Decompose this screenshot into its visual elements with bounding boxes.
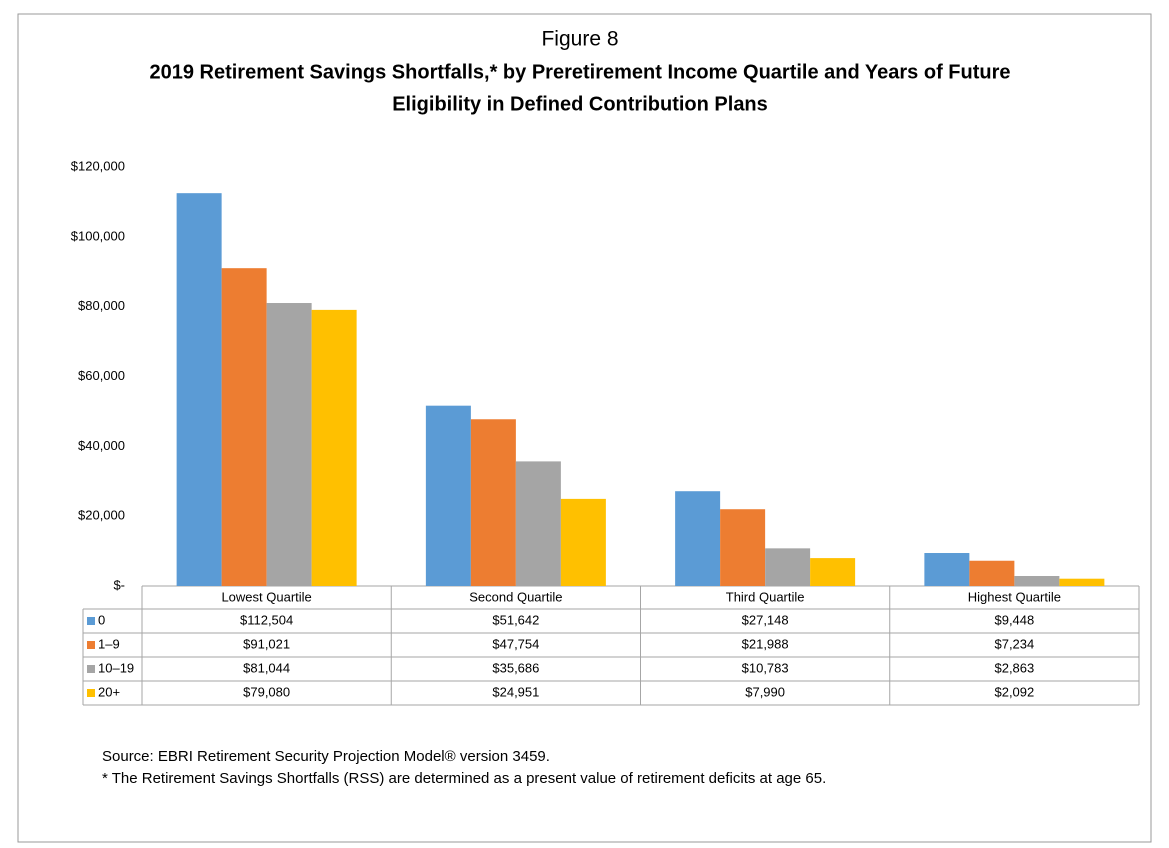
bar bbox=[560, 498, 606, 586]
figure-label: Figure 8 bbox=[541, 28, 618, 51]
legend-label: 10–19 bbox=[98, 660, 134, 675]
y-tick-label: $40,000 bbox=[78, 438, 125, 453]
bar bbox=[720, 509, 766, 586]
table-value: $112,504 bbox=[240, 612, 293, 627]
legend-label: 20+ bbox=[98, 684, 120, 699]
table-value: $24,951 bbox=[492, 684, 539, 699]
bar bbox=[515, 461, 561, 586]
bar bbox=[470, 419, 516, 586]
y-tick-label: $60,000 bbox=[78, 368, 125, 383]
chart-title: 2019 Retirement Savings Shortfalls,* by … bbox=[149, 61, 1010, 83]
x-tick-label: Lowest Quartile bbox=[221, 589, 311, 604]
bar bbox=[221, 268, 267, 586]
y-tick-label: $80,000 bbox=[78, 298, 125, 313]
bar bbox=[311, 309, 357, 586]
table-value: $91,021 bbox=[243, 636, 290, 651]
bar bbox=[924, 553, 970, 586]
table-value: $7,990 bbox=[745, 684, 785, 699]
chart-title: Eligibility in Defined Contribution Plan… bbox=[392, 93, 768, 115]
table-value: $81,044 bbox=[243, 660, 290, 675]
bar bbox=[425, 405, 471, 586]
frame bbox=[17, 13, 1152, 843]
bar bbox=[675, 491, 721, 586]
table-value: $2,863 bbox=[994, 660, 1034, 675]
table-value: $51,642 bbox=[492, 612, 539, 627]
x-tick-label: Highest Quartile bbox=[968, 589, 1061, 604]
x-tick-label: Third Quartile bbox=[726, 589, 805, 604]
table-value: $79,080 bbox=[243, 684, 290, 699]
footnote: * The Retirement Savings Shortfalls (RSS… bbox=[102, 770, 826, 787]
legend-label: 1–9 bbox=[98, 636, 120, 651]
legend-swatch bbox=[87, 665, 95, 673]
table-value: $35,686 bbox=[492, 660, 539, 675]
y-tick-label: $100,000 bbox=[71, 228, 125, 243]
bar bbox=[810, 558, 856, 586]
bar bbox=[765, 548, 811, 586]
bar bbox=[176, 193, 222, 587]
table-value: $10,783 bbox=[742, 660, 789, 675]
table-value: $47,754 bbox=[492, 636, 539, 651]
legend-swatch bbox=[87, 617, 95, 625]
y-tick-label: $120,000 bbox=[71, 158, 125, 173]
table-value: $2,092 bbox=[994, 684, 1034, 699]
legend-swatch bbox=[87, 689, 95, 697]
bar bbox=[1014, 576, 1060, 586]
legend-label: 0 bbox=[98, 612, 105, 627]
y-tick-label: $- bbox=[113, 577, 125, 592]
bar bbox=[266, 303, 312, 586]
x-tick-label: Second Quartile bbox=[469, 589, 562, 604]
bar bbox=[1059, 578, 1105, 586]
table-value: $27,148 bbox=[742, 612, 789, 627]
legend-swatch bbox=[87, 641, 95, 649]
bar bbox=[969, 560, 1015, 586]
table-value: $9,448 bbox=[994, 612, 1034, 627]
source-note: Source: EBRI Retirement Security Project… bbox=[102, 748, 550, 765]
y-tick-label: $20,000 bbox=[78, 508, 125, 523]
table-value: $7,234 bbox=[994, 636, 1034, 651]
table-value: $21,988 bbox=[742, 636, 789, 651]
